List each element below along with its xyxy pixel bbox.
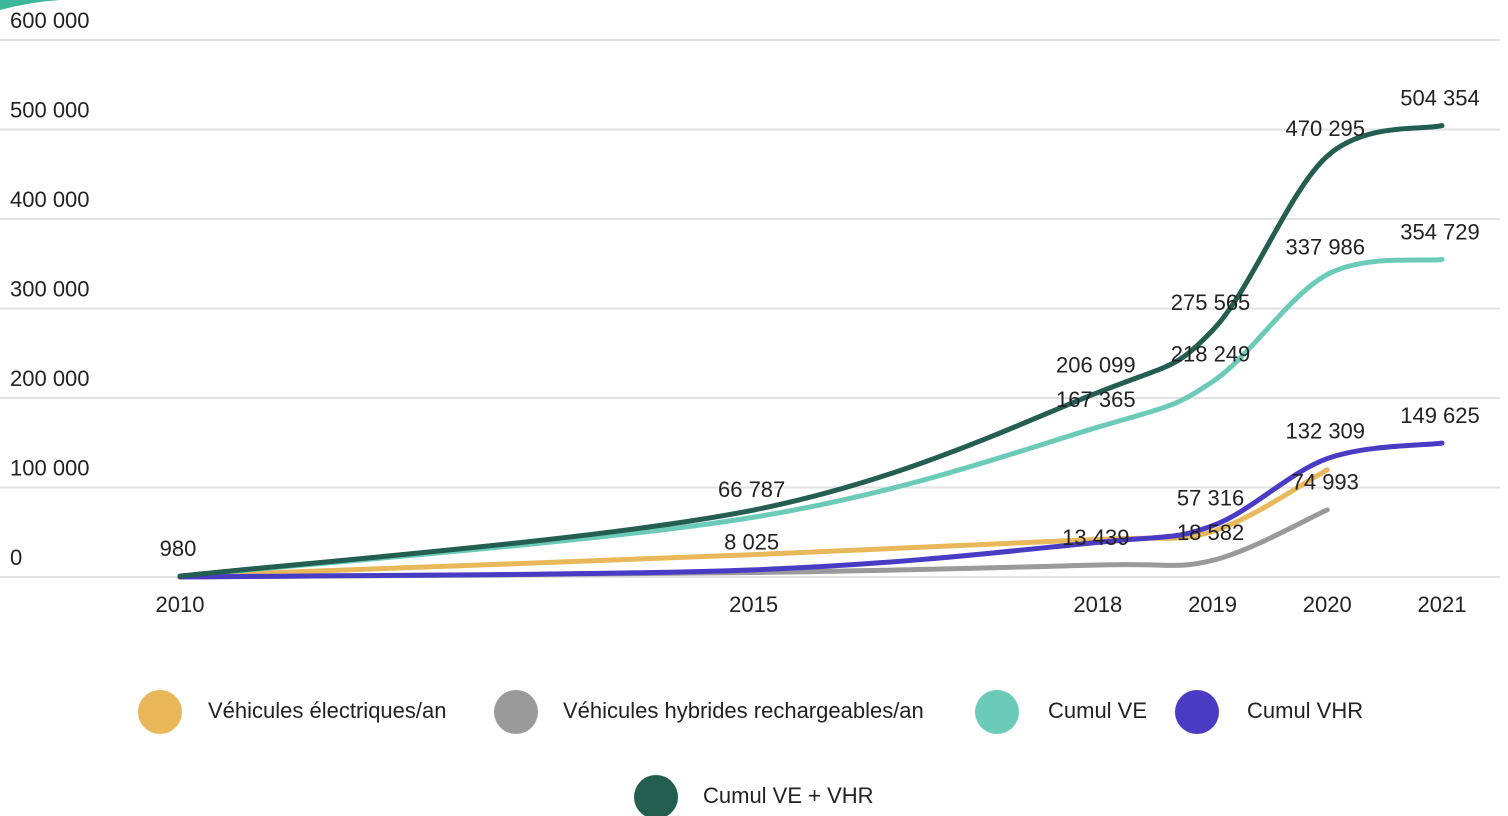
data-label: 470 295 [1286,116,1366,141]
data-label: 57 316 [1177,486,1244,511]
series-line [177,440,1445,580]
data-label: 275 565 [1171,290,1251,315]
x-tick-label: 2015 [729,592,778,617]
y-tick-label: 0 [10,545,22,570]
data-label: 149 625 [1400,403,1480,428]
series-line [177,123,1445,579]
legend-label: Cumul VE [1048,698,1147,723]
legend-swatch [975,690,1019,734]
y-tick-label: 100 000 [10,455,90,480]
data-label: 337 986 [1286,234,1366,259]
data-label: 354 729 [1400,219,1480,244]
y-tick-label: 600 000 [10,8,90,33]
data-label: 132 309 [1286,418,1366,443]
legend-label: Cumul VE + VHR [703,783,874,808]
data-label: 504 354 [1400,85,1480,110]
data-label: 167 365 [1056,387,1136,412]
data-label: 206 099 [1056,352,1136,377]
series-line [177,467,1330,579]
legend-swatch [494,690,538,734]
legend-swatch [138,690,182,734]
x-tick-label: 2020 [1303,592,1352,617]
legend-label: Véhicules électriques/an [208,698,446,723]
data-label: 8 025 [724,530,779,555]
y-tick-label: 500 000 [10,97,90,122]
y-tick-label: 400 000 [10,187,90,212]
data-label: 13 439 [1062,525,1129,550]
y-tick-label: 300 000 [10,276,90,301]
y-tick-label: 200 000 [10,366,90,391]
data-label: 980 [160,536,197,561]
data-label: 74 993 [1292,470,1359,495]
x-tick-label: 2010 [156,592,205,617]
legend-swatch [1175,690,1219,734]
legend-swatch [634,775,678,816]
legend-label: Véhicules hybrides rechargeables/an [563,698,924,723]
data-label: 218 249 [1171,341,1251,366]
x-tick-label: 2021 [1418,592,1467,617]
series-line [177,257,1445,579]
x-tick-label: 2018 [1073,592,1122,617]
data-label: 18 582 [1177,520,1244,545]
corner-decoration [0,0,60,10]
data-label: 66 787 [718,477,785,502]
x-tick-label: 2019 [1188,592,1237,617]
legend-label: Cumul VHR [1247,698,1363,723]
